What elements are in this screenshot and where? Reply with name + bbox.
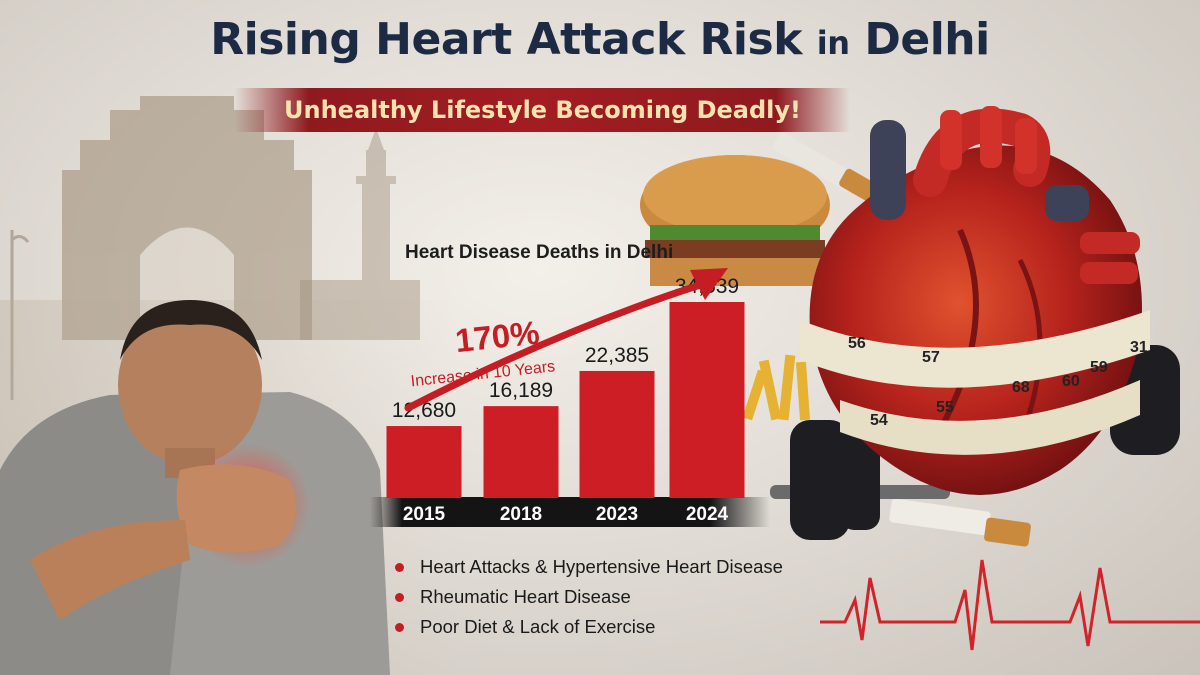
category-label: 2018 (500, 504, 542, 525)
cause-item: Poor Diet & Lack of Exercise (395, 612, 783, 642)
trend-arrow-line (404, 281, 704, 412)
ecg-line (820, 559, 1200, 651)
tape-number: 54 (870, 412, 888, 429)
tape-number: 57 (922, 349, 940, 366)
chart-title: Heart Disease Deaths in Delhi (405, 242, 674, 263)
bar-2015 (386, 426, 462, 498)
callout-percent: 170% (453, 314, 541, 360)
bullet-dot-icon (395, 562, 404, 572)
tape-number: 55 (936, 399, 954, 416)
heart-illustration (809, 106, 1142, 496)
category-label: 2024 (686, 504, 729, 525)
bar-2023 (579, 370, 655, 498)
cause-item: Heart Attacks & Hypertensive Heart Disea… (395, 552, 783, 582)
tape-number: 60 (1062, 373, 1080, 390)
burger-illustration (640, 155, 830, 286)
cigarette-illustration (772, 132, 1031, 547)
bullet-dot-icon (395, 622, 404, 632)
category-label: 2023 (596, 504, 638, 525)
cause-text: Rheumatic Heart Disease (420, 586, 631, 607)
tape-number: 56 (848, 335, 866, 352)
year-axis-strip (370, 497, 770, 527)
bullet-dot-icon (395, 592, 404, 602)
bar-2018 (483, 406, 559, 498)
fries-illustration (742, 354, 811, 421)
page-title: Rising Heart Attack Risk in Delhi (0, 14, 1200, 65)
category-label: 2015 (403, 504, 446, 525)
title-connector: in (816, 24, 850, 62)
tape-number: 68 (1012, 379, 1030, 396)
subtitle-banner: Unhealthy Lifestyle Becoming Deadly! (235, 88, 850, 132)
value-label: 16,189 (489, 379, 553, 402)
measuring-tape-illustration: 56 57 59 31 54 55 68 60 (800, 310, 1150, 455)
tape-number: 31 (1130, 339, 1148, 356)
subtitle-text: Unhealthy Lifestyle Becoming Deadly! (284, 96, 801, 124)
cause-list: Heart Attacks & Hypertensive Heart Disea… (395, 552, 783, 642)
cause-text: Poor Diet & Lack of Exercise (420, 616, 656, 637)
cause-text: Heart Attacks & Hypertensive Heart Disea… (420, 556, 783, 577)
trend-arrow-head (690, 268, 728, 300)
tape-number: 59 (1090, 359, 1108, 376)
title-place: Delhi (864, 14, 990, 65)
man-chest-pain-illustration (0, 300, 390, 675)
value-label: 22,385 (585, 344, 649, 367)
bar-2024 (669, 302, 745, 498)
title-main: Rising Heart Attack Risk (210, 14, 802, 65)
cause-item: Rheumatic Heart Disease (395, 582, 783, 612)
